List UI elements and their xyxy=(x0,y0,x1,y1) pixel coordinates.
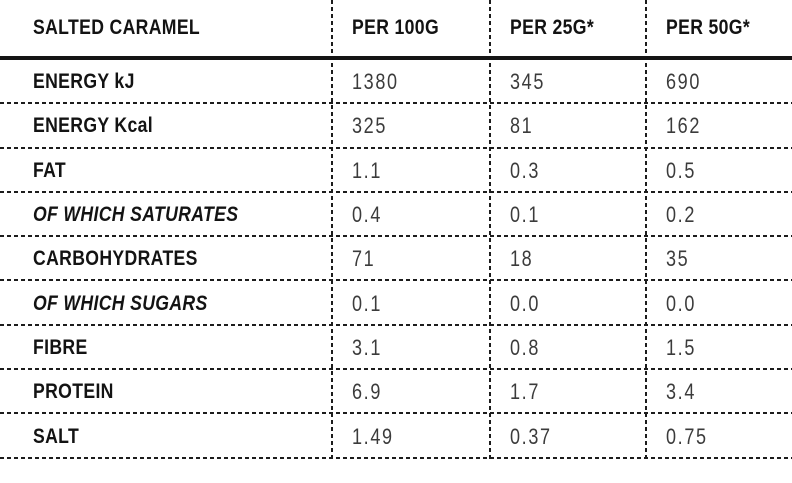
column-header-label: PER 50G* xyxy=(666,16,751,39)
column-header-per-25g: PER 25G* xyxy=(490,16,646,40)
row-value-cell: 81 xyxy=(490,113,646,139)
row-value: 1.49 xyxy=(352,423,394,449)
column-header-label: PER 25G* xyxy=(510,16,595,39)
table-row-of-which-sugars: OF WHICH SUGARS 0.1 0.0 0.0 xyxy=(0,281,792,327)
row-value: 162 xyxy=(666,113,702,139)
row-value: 18 xyxy=(510,246,534,272)
row-label: SALT xyxy=(33,424,80,448)
row-value: 1380 xyxy=(352,69,399,95)
row-label-cell: CARBOHYDRATES xyxy=(0,247,332,271)
row-value: 0.4 xyxy=(352,202,383,228)
row-value-cell: 0.37 xyxy=(490,424,646,450)
row-value-cell: 1.7 xyxy=(490,379,646,405)
row-value-cell: 325 xyxy=(332,113,490,139)
row-label-cell: FIBRE xyxy=(0,336,332,360)
row-value-cell: 345 xyxy=(490,69,646,95)
table-row-fibre: FIBRE 3.1 0.8 1.5 xyxy=(0,326,792,371)
table-row-energy-kcal: ENERGY Kcal 325 81 162 xyxy=(0,104,792,149)
row-label-cell: SALT xyxy=(0,425,332,449)
row-value-cell: 162 xyxy=(646,113,792,139)
row-label-cell: PROTEIN xyxy=(0,380,332,404)
table-row-fat: FAT 1.1 0.3 0.5 xyxy=(0,149,792,194)
row-value-cell: 71 xyxy=(332,246,490,272)
row-value-cell: 0.5 xyxy=(646,158,792,184)
row-value: 0.3 xyxy=(510,157,541,183)
row-value: 1.7 xyxy=(510,379,541,405)
row-value-cell: 1.49 xyxy=(332,424,490,450)
row-value-cell: 0.3 xyxy=(490,158,646,184)
column-header-per-100g: PER 100G xyxy=(332,16,490,40)
row-value-cell: 0.0 xyxy=(646,291,792,317)
row-value: 0.5 xyxy=(666,157,697,183)
row-label: ENERGY Kcal xyxy=(33,114,154,138)
table-title: SALTED CARAMEL xyxy=(33,16,201,39)
row-value-cell: 0.1 xyxy=(490,202,646,228)
row-value-cell: 1.1 xyxy=(332,158,490,184)
row-value: 690 xyxy=(666,69,702,95)
row-label: CARBOHYDRATES xyxy=(33,247,198,271)
row-value-cell: 0.2 xyxy=(646,202,792,228)
row-value: 325 xyxy=(352,113,388,139)
table-row-salt: SALT 1.49 0.37 0.75 xyxy=(0,414,792,459)
row-value-cell: 690 xyxy=(646,69,792,95)
row-value: 3.1 xyxy=(352,334,383,360)
row-value: 81 xyxy=(510,113,534,139)
table-row-of-which-saturates: OF WHICH SATURATES 0.4 0.1 0.2 xyxy=(0,193,792,238)
column-header-label: PER 100G xyxy=(352,16,440,39)
row-value: 0.1 xyxy=(352,290,383,316)
row-value-cell: 0.1 xyxy=(332,291,490,317)
row-label-cell: FAT xyxy=(0,159,332,183)
row-label: PROTEIN xyxy=(33,380,114,404)
row-label-cell: ENERGY kJ xyxy=(0,70,332,94)
row-label-cell: OF WHICH SATURATES xyxy=(0,203,332,227)
row-value-cell: 35 xyxy=(646,246,792,272)
row-value-cell: 1380 xyxy=(332,69,490,95)
row-label: FIBRE xyxy=(33,335,88,359)
row-value: 0.1 xyxy=(510,202,541,228)
row-value: 345 xyxy=(510,69,546,95)
row-label: ENERGY kJ xyxy=(33,70,135,94)
row-value: 71 xyxy=(352,246,376,272)
row-value-cell: 0.0 xyxy=(490,291,646,317)
row-value: 0.8 xyxy=(510,334,541,360)
row-value-cell: 0.8 xyxy=(490,335,646,361)
row-value-cell: 1.5 xyxy=(646,335,792,361)
row-value-cell: 3.1 xyxy=(332,335,490,361)
column-header-per-50g: PER 50G* xyxy=(646,16,792,40)
row-value-cell: 0.4 xyxy=(332,202,490,228)
row-label: OF WHICH SATURATES xyxy=(33,203,239,227)
row-value-cell: 0.75 xyxy=(646,424,792,450)
row-value: 0.0 xyxy=(510,290,541,316)
table-header-row: SALTED CARAMEL PER 100G PER 25G* PER 50G… xyxy=(0,0,792,60)
row-value: 0.2 xyxy=(666,202,697,228)
row-label-cell: OF WHICH SUGARS xyxy=(0,292,332,316)
row-label: OF WHICH SUGARS xyxy=(33,291,208,315)
row-value: 0.37 xyxy=(510,423,552,449)
row-value: 35 xyxy=(666,246,690,272)
row-value-cell: 18 xyxy=(490,246,646,272)
table-row-protein: PROTEIN 6.9 1.7 3.4 xyxy=(0,370,792,415)
row-label-cell: ENERGY Kcal xyxy=(0,114,332,138)
row-value: 6.9 xyxy=(352,379,383,405)
row-value: 3.4 xyxy=(666,379,697,405)
row-value: 0.0 xyxy=(666,290,697,316)
row-value-cell: 6.9 xyxy=(332,379,490,405)
table-row-energy-kj: ENERGY kJ 1380 345 690 xyxy=(0,60,792,105)
row-value-cell: 3.4 xyxy=(646,379,792,405)
table-title-cell: SALTED CARAMEL xyxy=(0,16,332,40)
row-value: 0.75 xyxy=(666,423,708,449)
row-value: 1.5 xyxy=(666,334,697,360)
row-value: 1.1 xyxy=(352,157,383,183)
row-label: FAT xyxy=(33,158,67,182)
table-row-carbohydrates: CARBOHYDRATES 71 18 35 xyxy=(0,237,792,282)
